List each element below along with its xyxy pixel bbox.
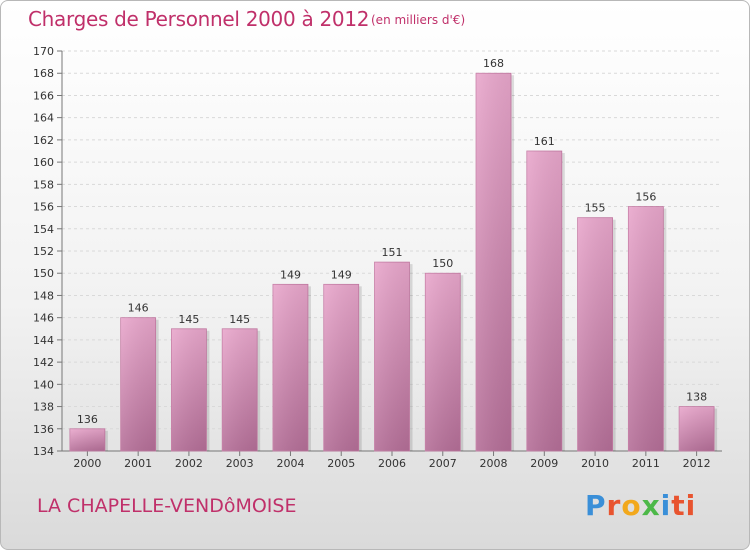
bar-value-label: 156 [635, 191, 656, 204]
y-tick-label: 152 [33, 245, 54, 258]
x-tick-label: 2010 [581, 457, 609, 470]
y-tick-label: 142 [33, 356, 54, 369]
x-tick-label: 2006 [378, 457, 406, 470]
bar-value-label: 145 [229, 313, 250, 326]
y-tick-label: 168 [33, 67, 54, 80]
bar-sheen [222, 328, 258, 451]
x-tick-label: 2012 [683, 457, 711, 470]
bar-value-label: 146 [128, 302, 149, 315]
bar-sheen [679, 406, 715, 451]
y-tick-label: 156 [33, 201, 54, 214]
bar-sheen [374, 262, 410, 451]
label-layer: 136 2000 146 2001 145 2002 145 2003 149 2004 149 20… [73, 57, 710, 470]
bar-sheen [171, 328, 207, 451]
bar-value-label: 138 [686, 391, 707, 404]
y-tick-label: 158 [33, 178, 54, 191]
x-tick-label: 2003 [226, 457, 254, 470]
y-tick-label: 170 [33, 45, 54, 58]
bar-value-label: 136 [77, 413, 98, 426]
y-tick-label: 164 [33, 112, 54, 125]
axis-layer: 134 136 138 140 142 144 146 148 150 152 154 156 158 1… [33, 45, 722, 458]
commune-name: LA CHAPELLE-VENDôMOISE [37, 495, 297, 517]
y-tick-label: 144 [33, 334, 54, 347]
bar-value-label: 161 [534, 135, 555, 148]
bar-value-label: 155 [585, 202, 606, 215]
y-tick-label: 160 [33, 156, 54, 169]
x-tick-label: 2002 [175, 457, 203, 470]
bar-value-label: 149 [331, 268, 352, 281]
x-tick-label: 2001 [124, 457, 152, 470]
bar-sheen [476, 73, 512, 451]
bar-sheen [526, 151, 562, 451]
y-tick-label: 136 [33, 423, 54, 436]
bar-sheen [69, 428, 105, 451]
chart-title: Charges de Personnel 2000 à 2012 [28, 7, 370, 31]
bar-sheen [323, 284, 359, 451]
bar-sheen [425, 273, 461, 451]
y-tick-label: 148 [33, 289, 54, 302]
bar-value-label: 145 [178, 313, 199, 326]
bar-value-label: 150 [432, 257, 453, 270]
y-tick-label: 134 [33, 445, 54, 458]
x-tick-label: 2008 [480, 457, 508, 470]
y-tick-label: 150 [33, 267, 54, 280]
y-tick-label: 138 [33, 401, 54, 414]
bar-sheen [272, 284, 308, 451]
bar-sheen [120, 317, 156, 451]
x-tick-label: 2004 [276, 457, 304, 470]
y-tick-label: 166 [33, 89, 54, 102]
y-tick-label: 162 [33, 134, 54, 147]
bar-value-label: 168 [483, 57, 504, 70]
x-tick-label: 2009 [530, 457, 558, 470]
chart-subtitle: (en milliers d'€) [371, 13, 466, 27]
y-tick-label: 146 [33, 312, 54, 325]
x-tick-label: 2011 [632, 457, 660, 470]
bar-sheen [577, 217, 613, 451]
bar-layer [69, 72, 718, 452]
x-tick-label: 2007 [429, 457, 457, 470]
bar-value-label: 149 [280, 268, 301, 281]
bar-value-label: 151 [382, 246, 403, 259]
y-tick-label: 140 [33, 378, 54, 391]
x-tick-label: 2005 [327, 457, 355, 470]
bar-sheen [628, 206, 664, 451]
x-tick-label: 2000 [73, 457, 101, 470]
y-tick-label: 154 [33, 223, 54, 236]
proxiti-logo[interactable]: Proxiti [585, 489, 697, 522]
